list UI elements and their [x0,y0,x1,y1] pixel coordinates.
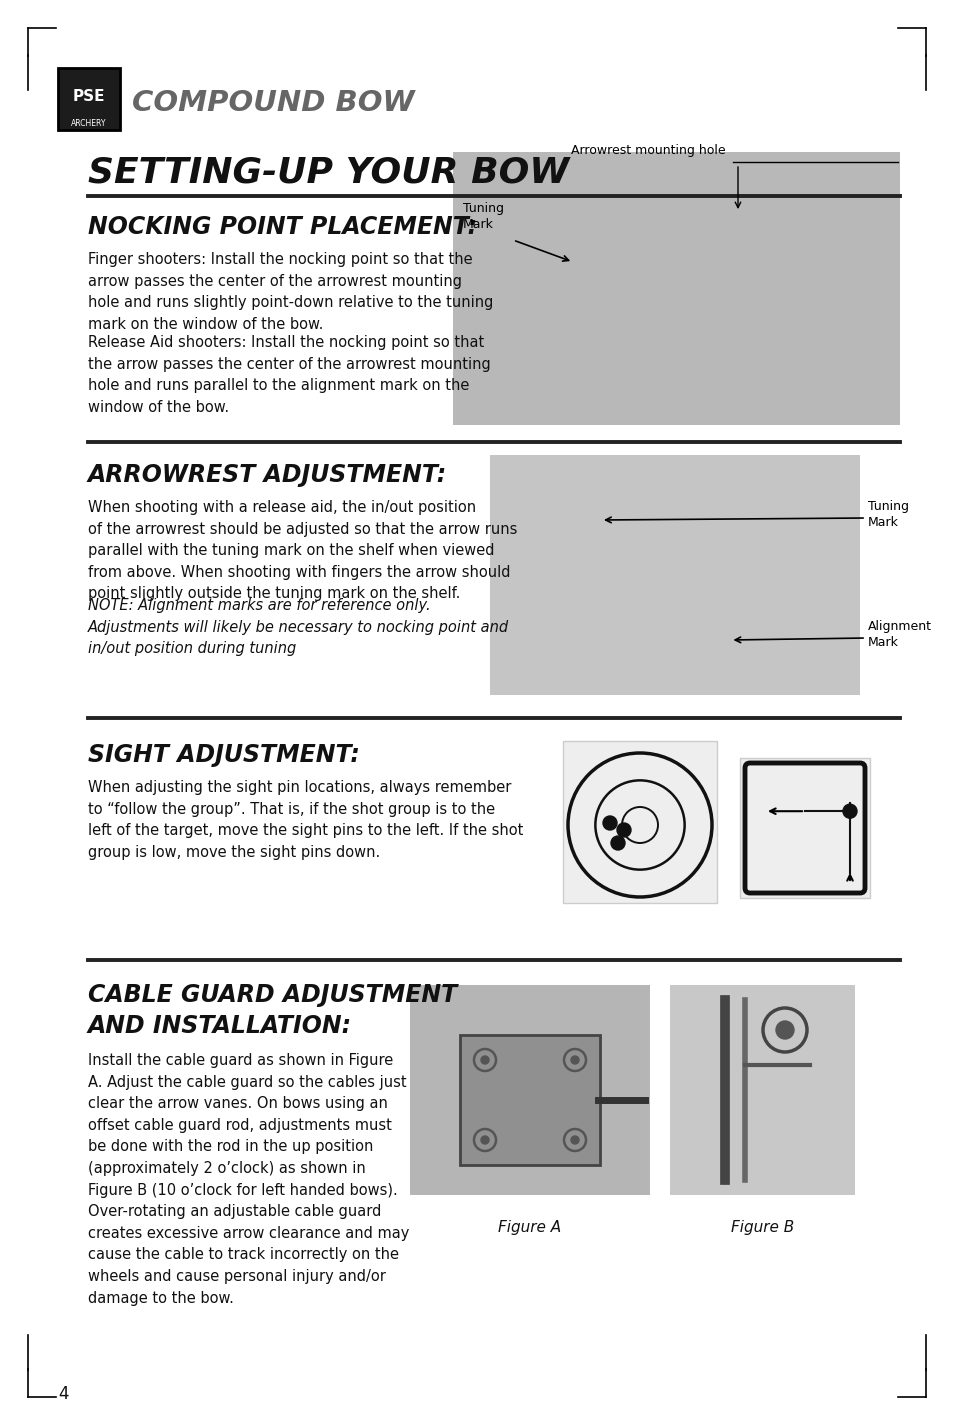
Bar [562,741,717,903]
Text: COMPOUND BOW: COMPOUND BOW [132,88,415,117]
Text: SETTING-UP YOUR BOW: SETTING-UP YOUR BOW [88,155,569,190]
Text: 4: 4 [58,1385,69,1404]
Text: NOTE: Alignment marks are for reference only.
Adjustments will likely be necessa: NOTE: Alignment marks are for reference … [88,598,509,656]
Text: Alignment
Mark: Alignment Mark [867,620,931,648]
Text: Tuning
Mark: Tuning Mark [462,202,503,231]
Circle shape [480,1136,489,1144]
Text: PSE: PSE [72,88,105,104]
Circle shape [610,836,624,849]
Text: CABLE GUARD ADJUSTMENT
AND INSTALLATION:: CABLE GUARD ADJUSTMENT AND INSTALLATION: [88,983,456,1037]
Text: When adjusting the sight pin locations, always remember
to “follow the group”. T: When adjusting the sight pin locations, … [88,779,523,859]
Circle shape [842,804,856,818]
Bar [740,758,869,898]
Bar [453,152,899,425]
Text: Install the cable guard as shown in Figure
A. Adjust the cable guard so the cabl: Install the cable guard as shown in Figu… [88,1053,409,1305]
Text: Finger shooters: Install the nocking point so that the
arrow passes the center o: Finger shooters: Install the nocking poi… [88,252,493,332]
Bar [459,1035,599,1166]
Text: Arrowrest mounting hole: Arrowrest mounting hole [571,144,725,157]
Bar [410,985,649,1196]
Text: Tuning
Mark: Tuning Mark [867,500,908,529]
Text: Figure A: Figure A [497,1220,561,1235]
Circle shape [775,1020,793,1039]
Circle shape [571,1136,578,1144]
Circle shape [480,1056,489,1064]
Circle shape [617,824,630,836]
Text: When shooting with a release aid, the in/out position
of the arrowrest should be: When shooting with a release aid, the in… [88,500,517,601]
Text: ARROWREST ADJUSTMENT:: ARROWREST ADJUSTMENT: [88,463,447,487]
Circle shape [571,1056,578,1064]
Bar [669,985,854,1196]
Bar [58,68,120,130]
Text: NOCKING POINT PLACEMENT:: NOCKING POINT PLACEMENT: [88,215,476,239]
Text: SIGHT ADJUSTMENT:: SIGHT ADJUSTMENT: [88,742,359,767]
Bar [490,455,859,695]
Text: Release Aid shooters: Install the nocking point so that
the arrow passes the cen: Release Aid shooters: Install the nockin… [88,335,490,415]
Circle shape [602,817,617,829]
Text: ARCHERY: ARCHERY [71,118,107,127]
Text: Figure B: Figure B [730,1220,793,1235]
